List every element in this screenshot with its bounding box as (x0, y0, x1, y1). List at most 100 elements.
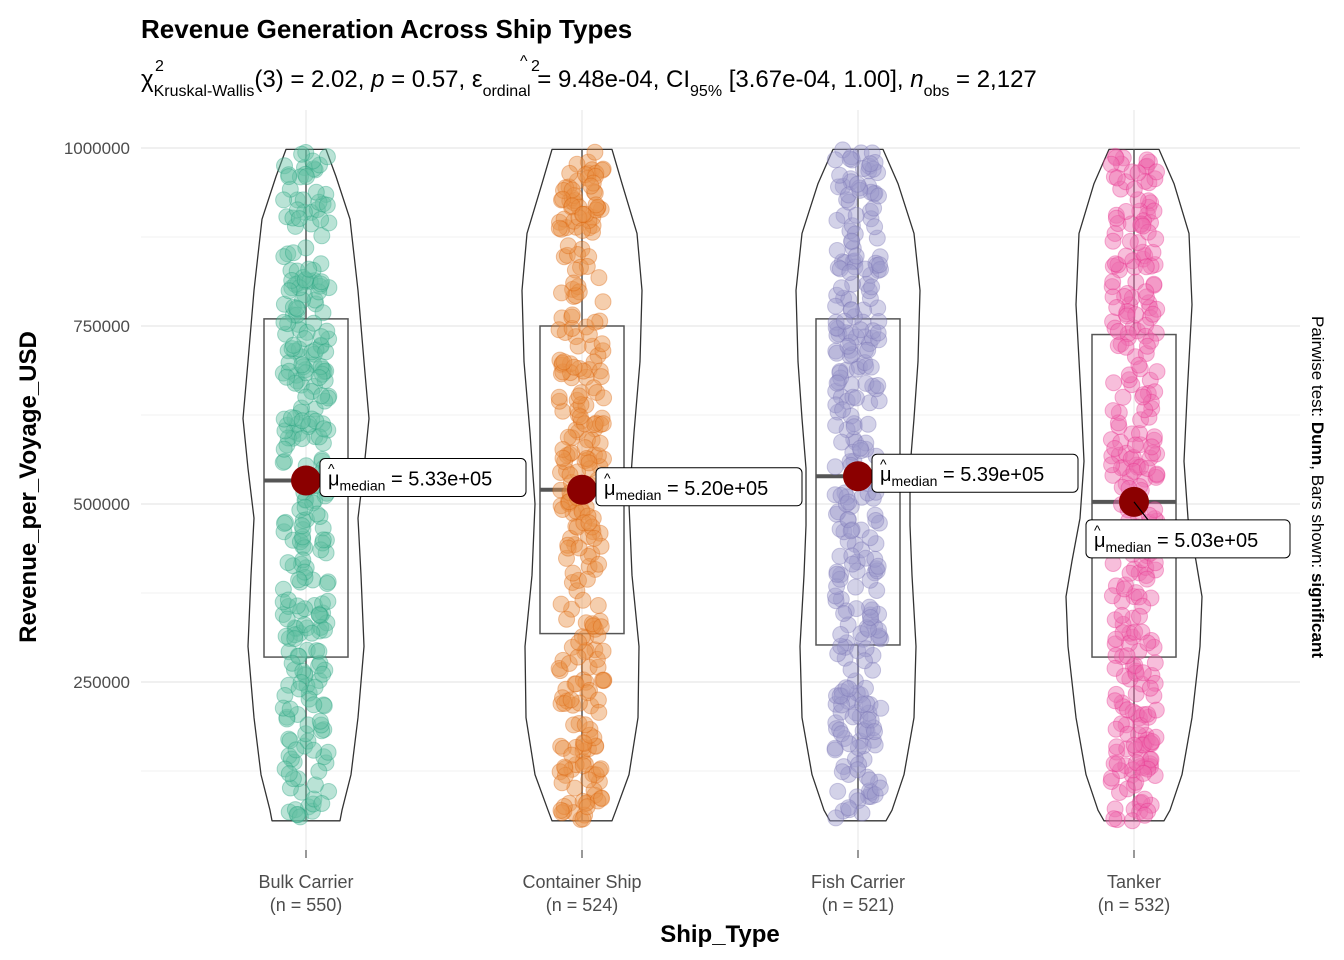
data-point (292, 348, 310, 366)
data-point (1103, 278, 1121, 296)
data-point (870, 313, 888, 330)
data-point (1137, 258, 1155, 276)
data-point (843, 233, 861, 251)
data-point (836, 484, 854, 502)
data-point (871, 248, 889, 266)
data-point (865, 185, 883, 203)
data-point (275, 295, 293, 313)
data-point (290, 424, 308, 442)
data-point (291, 501, 309, 519)
data-point (861, 202, 879, 220)
data-point (1142, 735, 1160, 753)
data-point (319, 592, 337, 610)
data-point (1136, 247, 1154, 265)
data-point (1133, 736, 1151, 754)
data-point (832, 590, 850, 608)
data-point (579, 547, 597, 565)
data-point (1137, 345, 1155, 362)
data-point (862, 210, 880, 228)
data-point (315, 420, 333, 438)
data-point (1131, 202, 1149, 220)
data-point (563, 574, 581, 591)
x-axis-title: Ship_Type (660, 921, 780, 948)
data-point (842, 301, 860, 319)
data-point (564, 280, 582, 298)
data-point (1137, 288, 1155, 306)
data-point (305, 696, 323, 714)
eps-sub: ordinal (483, 83, 531, 100)
data-point (291, 624, 309, 642)
data-point (563, 429, 581, 447)
data-point (836, 649, 854, 667)
data-point (841, 222, 859, 240)
data-point (587, 201, 605, 219)
data-point (314, 195, 332, 213)
data-point (868, 582, 886, 599)
data-point (834, 177, 852, 195)
data-point (566, 675, 584, 693)
data-point (869, 164, 887, 182)
data-point (1103, 587, 1121, 605)
data-point (1117, 173, 1135, 191)
data-point (1134, 597, 1152, 615)
data-point (594, 671, 611, 689)
data-point (862, 609, 879, 626)
data-point (285, 753, 303, 771)
data-point (560, 794, 578, 812)
data-point (559, 237, 577, 255)
data-point (1106, 225, 1124, 242)
data-point (290, 680, 308, 698)
data-point (1124, 319, 1142, 337)
data-point (559, 539, 577, 557)
data-point (860, 177, 878, 195)
data-point (550, 321, 568, 339)
data-point (565, 358, 583, 376)
data-point (1134, 759, 1152, 777)
data-point (1125, 776, 1143, 794)
median-dot (843, 461, 873, 492)
data-point (842, 173, 860, 191)
data-point (849, 761, 867, 779)
data-point (577, 396, 595, 414)
data-point (1120, 366, 1138, 384)
data-point (839, 533, 857, 550)
data-point (554, 739, 572, 757)
data-point (851, 732, 869, 750)
data-point (859, 341, 877, 359)
data-point (1106, 611, 1124, 629)
data-point (281, 779, 299, 797)
data-point (284, 244, 302, 262)
data-point (1121, 296, 1139, 314)
eps-label: ε (472, 66, 483, 93)
data-point (290, 315, 307, 333)
data-point (563, 600, 581, 618)
data-point (849, 792, 867, 810)
data-point (315, 721, 333, 739)
data-point (1129, 458, 1147, 476)
data-point (830, 325, 848, 343)
p-label: p (370, 66, 384, 93)
data-point (552, 497, 570, 515)
data-point (835, 605, 853, 622)
data-point (572, 811, 590, 828)
data-point (563, 320, 581, 337)
data-point (563, 369, 581, 387)
data-point (1103, 769, 1120, 787)
data-point (578, 450, 596, 467)
data-point (1117, 305, 1135, 323)
violin-0 (242, 148, 370, 822)
data-point (315, 697, 333, 715)
data-point (556, 324, 574, 341)
data-point (570, 715, 588, 732)
data-point (1140, 153, 1158, 171)
data-point (840, 186, 857, 204)
data-point (312, 328, 330, 346)
data-point (286, 801, 304, 819)
data-point (1114, 615, 1132, 633)
data-point (585, 183, 603, 201)
data-point (1146, 767, 1164, 784)
data-point (569, 246, 587, 263)
data-point (286, 626, 304, 644)
data-point (275, 410, 293, 428)
data-point (314, 665, 332, 683)
